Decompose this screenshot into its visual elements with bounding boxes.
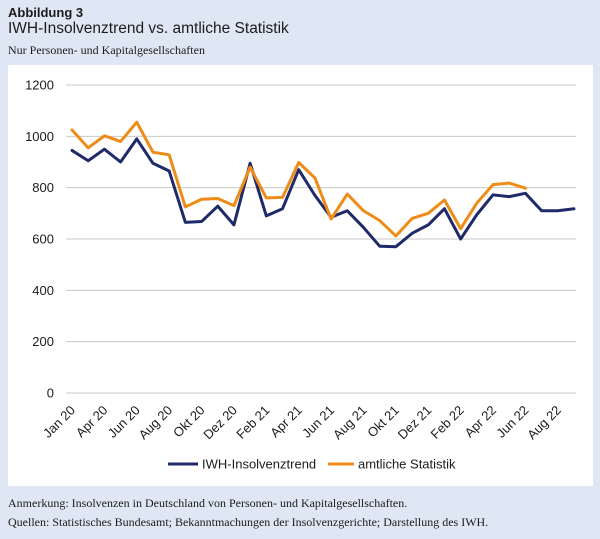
- x-tick-label: Dez 21: [395, 403, 435, 443]
- series-line-2: [70, 120, 527, 238]
- y-tick-label: 1000: [25, 129, 54, 144]
- y-tick-label: 800: [32, 180, 54, 195]
- x-tick-label: Jan 20: [40, 403, 78, 441]
- x-tick-label: Apr 21: [267, 403, 305, 441]
- legend: IWH-Insolvenztrend amtliche Statistik: [168, 457, 456, 472]
- y-tick-label: 200: [32, 334, 54, 349]
- x-tick-label: Jun 21: [299, 403, 337, 441]
- y-tick-label: 0: [47, 386, 54, 401]
- y-tick-label: 1200: [25, 78, 54, 93]
- x-tick-label: Apr 22: [461, 403, 499, 441]
- x-tick-label: Aug 20: [136, 403, 176, 443]
- x-tick-label: Jun 20: [105, 403, 143, 441]
- chart-note: Anmerkung: Insolvenzen in Deutschland vo…: [8, 496, 408, 510]
- x-tick-label: Feb 21: [233, 403, 272, 442]
- legend-label: amtliche Statistik: [358, 457, 456, 472]
- x-tick-label: Dez 20: [200, 403, 240, 443]
- legend-label: IWH-Insolvenztrend: [202, 457, 316, 472]
- x-tick-label: Aug 21: [330, 403, 370, 443]
- series: [70, 120, 576, 249]
- chart-title: IWH-Insolvenztrend vs. amtliche Statisti…: [8, 20, 289, 37]
- y-tick-label: 600: [32, 232, 54, 247]
- series-line-1: [70, 137, 576, 249]
- plot-area: 0 200 400 600 800 1000 1200 Jan 20 Apr 20 Jun 20…: [8, 65, 593, 486]
- chart-subtitle: Nur Personen- und Kapitalgesellschaften: [8, 43, 205, 57]
- x-tick-label: Apr 20: [73, 403, 111, 441]
- x-tick-label: Feb 22: [428, 403, 467, 442]
- y-axis: 0 200 400 600 800 1000 1200: [25, 78, 54, 401]
- y-tick-label: 400: [32, 283, 54, 298]
- x-tick-label: Aug 22: [524, 403, 564, 443]
- chart-sources: Quellen: Statistisches Bundesamt; Bekann…: [8, 515, 489, 529]
- figure-label: Abbildung 3: [8, 5, 84, 20]
- x-tick-label: Jun 22: [493, 403, 531, 441]
- gridlines: [66, 84, 576, 394]
